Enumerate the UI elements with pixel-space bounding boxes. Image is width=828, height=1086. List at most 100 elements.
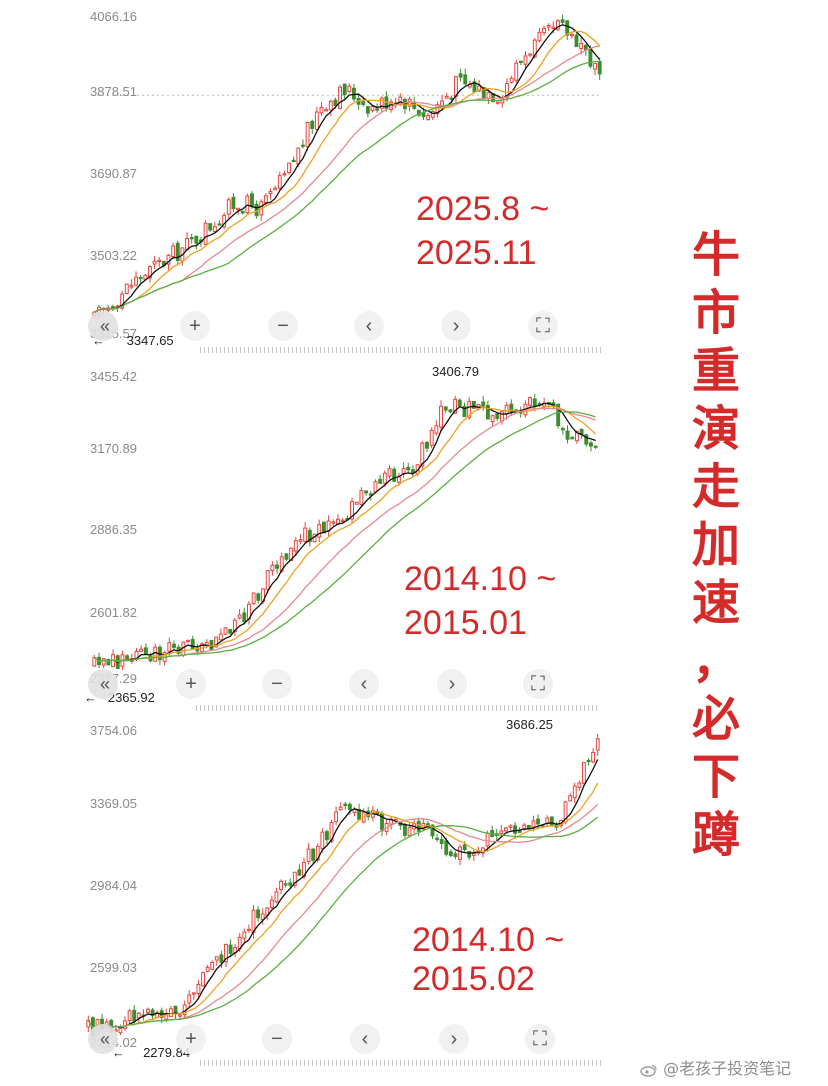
candle-body bbox=[514, 62, 519, 81]
candle-body bbox=[210, 961, 215, 970]
y-tick-label: 3455.42 bbox=[90, 369, 137, 384]
candle-body bbox=[595, 738, 600, 751]
time-scrollbar[interactable] bbox=[196, 705, 600, 711]
fullscreen-icon[interactable]: ⛶ bbox=[525, 1024, 555, 1054]
candle-body bbox=[208, 223, 213, 231]
ma-line-longest bbox=[94, 60, 600, 313]
candle-body bbox=[291, 159, 296, 163]
candle-body bbox=[434, 425, 439, 434]
scroll-right-button[interactable]: › bbox=[441, 311, 471, 341]
scroll-left-button[interactable]: ‹ bbox=[350, 1024, 380, 1054]
candle-body bbox=[357, 808, 361, 820]
candle-body bbox=[132, 1009, 137, 1022]
ma-line-longest bbox=[93, 411, 596, 663]
candle-body bbox=[556, 403, 561, 427]
candle-body bbox=[528, 53, 533, 56]
scroll-left-button[interactable]: ‹ bbox=[354, 311, 384, 341]
candle-body bbox=[222, 214, 227, 228]
y-tick-label: 2886.35 bbox=[90, 522, 137, 537]
chart-panel-2: 3455.42 3170.89 2886.35 2601.82 2317.29 … bbox=[0, 360, 640, 715]
candle-body bbox=[317, 524, 322, 538]
candle-body bbox=[279, 880, 283, 890]
candle-body bbox=[485, 833, 490, 847]
candle-body bbox=[138, 276, 143, 280]
high-value-label: 3406.79 bbox=[432, 364, 479, 379]
weibo-icon bbox=[640, 1064, 657, 1077]
low-value: 3347.65 bbox=[126, 333, 174, 348]
candle-body bbox=[209, 640, 214, 651]
candle-body bbox=[212, 226, 217, 233]
candle-body bbox=[190, 639, 195, 650]
candle-body bbox=[420, 442, 425, 467]
candle-body bbox=[577, 782, 582, 788]
scroll-right-button[interactable]: › bbox=[437, 669, 467, 699]
candle-body bbox=[387, 468, 392, 477]
candle-body bbox=[513, 825, 518, 834]
candle-body bbox=[157, 259, 162, 263]
zoom-in-button[interactable]: + bbox=[176, 669, 206, 699]
candle-body bbox=[551, 26, 556, 29]
candle-body bbox=[120, 293, 125, 309]
headline-char: 必 bbox=[691, 691, 740, 747]
candle-body bbox=[270, 564, 275, 571]
time-scrollbar[interactable] bbox=[200, 1060, 604, 1066]
candle-body bbox=[240, 210, 245, 214]
candle-body bbox=[196, 983, 201, 995]
candle-body bbox=[435, 104, 440, 115]
candle-body bbox=[218, 633, 223, 641]
candle-body bbox=[148, 266, 152, 279]
candle-body bbox=[228, 944, 233, 954]
candle-body bbox=[350, 501, 354, 520]
candle-body bbox=[425, 442, 429, 449]
candle-body bbox=[560, 19, 565, 23]
candlestick-chart-1 bbox=[92, 14, 602, 320]
candle-body bbox=[246, 928, 251, 931]
candle-body bbox=[123, 1020, 127, 1029]
candle-body bbox=[129, 285, 134, 288]
scroll-to-start-button[interactable]: « bbox=[88, 1024, 118, 1054]
candle-body bbox=[532, 398, 537, 408]
candle-body bbox=[531, 820, 536, 828]
scroll-to-start-button[interactable]: « bbox=[88, 311, 118, 341]
zoom-out-button[interactable]: − bbox=[262, 1024, 292, 1054]
candle-body bbox=[217, 223, 222, 226]
ma-line-mid bbox=[93, 405, 597, 663]
y-tick-label: 3369.05 bbox=[90, 796, 137, 811]
candle-body bbox=[311, 848, 316, 861]
zoom-in-button[interactable]: + bbox=[176, 1024, 206, 1054]
zoom-in-button[interactable]: + bbox=[180, 311, 210, 341]
candle-body bbox=[416, 820, 421, 832]
ma-line-short bbox=[93, 402, 596, 664]
fullscreen-icon[interactable]: ⛶ bbox=[528, 311, 558, 341]
candle-body bbox=[328, 100, 333, 111]
candle-body bbox=[379, 97, 384, 109]
candle-body bbox=[263, 195, 268, 204]
ma-line-mid bbox=[87, 782, 599, 1030]
ma-line-mid bbox=[94, 30, 601, 313]
candle-body bbox=[125, 655, 130, 661]
zoom-out-button[interactable]: − bbox=[262, 669, 292, 699]
candle-body bbox=[282, 173, 287, 176]
candle-body bbox=[338, 806, 343, 811]
candlestick-chart-3 bbox=[86, 733, 600, 1041]
candle-body bbox=[319, 106, 324, 114]
candle-body bbox=[453, 398, 458, 414]
period-label-line2: 2015.02 bbox=[412, 960, 535, 998]
candle-body bbox=[499, 830, 504, 834]
candle-body bbox=[347, 85, 352, 93]
scroll-left-button[interactable]: ‹ bbox=[349, 669, 379, 699]
period-label-line1: 2014.10 ~ bbox=[404, 560, 557, 598]
candle-body bbox=[347, 803, 352, 811]
scroll-to-start-button[interactable]: « bbox=[88, 669, 118, 699]
fullscreen-icon[interactable]: ⛶ bbox=[523, 669, 553, 699]
candle-body bbox=[333, 99, 338, 107]
chart-panel-1: 4066.16 3878.51 3690.87 3503.22 3315.57 … bbox=[0, 0, 640, 360]
candle-body bbox=[457, 399, 462, 407]
zoom-out-button[interactable]: − bbox=[268, 311, 298, 341]
candle-body bbox=[593, 62, 597, 70]
time-scrollbar[interactable] bbox=[200, 347, 602, 353]
candle-body bbox=[449, 97, 454, 100]
candle-body bbox=[509, 77, 514, 83]
candle-body bbox=[256, 909, 261, 919]
scroll-right-button[interactable]: › bbox=[439, 1024, 469, 1054]
